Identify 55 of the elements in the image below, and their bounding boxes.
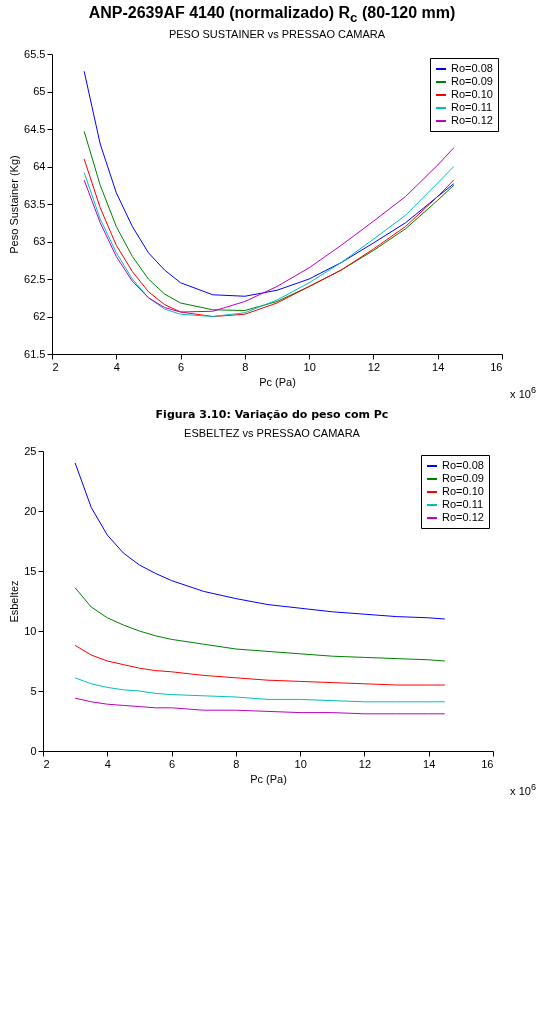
x-tick-label: 14 xyxy=(423,757,436,770)
line-series xyxy=(74,644,446,686)
y-tick-label: 5 xyxy=(30,684,37,697)
x-tick-label: 12 xyxy=(367,360,381,373)
y-tick-label: 15 xyxy=(24,564,37,577)
legend-label: Ro=0.11 xyxy=(442,497,484,510)
x-tick-label: 2 xyxy=(43,757,50,770)
y-tick-label: 65.5 xyxy=(24,47,46,60)
x-axis-title: Pc (Pa) xyxy=(259,375,296,388)
text: x 10$^{6}$ xyxy=(510,781,536,797)
x-tick-label: 8 xyxy=(233,757,240,770)
y-axis-title: Peso Sustainer (Kg) xyxy=(8,155,21,254)
x-tick-label: 10 xyxy=(294,757,307,770)
legend-label: Ro=0.09 xyxy=(442,471,484,484)
x-tick-label: 4 xyxy=(104,757,111,770)
y-axis-title: Esbeltez xyxy=(8,580,21,623)
x-tick-label: 6 xyxy=(178,360,185,373)
x-tick-label: 16 xyxy=(490,360,503,373)
x-tick-label: 6 xyxy=(169,757,176,770)
legend-label: Ro=0.08 xyxy=(451,62,493,75)
legend-label: Ro=0.10 xyxy=(451,88,493,101)
y-tick-label: 10 xyxy=(24,624,37,637)
chart-title: ANP-2639AF 4140 (normalizado) R$_{c}$ (80-120 mm) xyxy=(87,4,457,26)
x-tick-label: 12 xyxy=(358,757,372,770)
legend-label: Ro=0.11 xyxy=(451,101,493,114)
text: Figura 3.10: Variação do peso com Pc xyxy=(154,407,390,421)
text: x 10$^{6}$ xyxy=(510,385,536,400)
x-axis-title: Pc (Pa) xyxy=(250,772,287,785)
legend-label: Ro=0.09 xyxy=(451,75,493,88)
x-tick-label: 8 xyxy=(242,360,249,373)
x-tick-label: 14 xyxy=(432,360,445,373)
y-tick-label: 65 xyxy=(33,85,46,98)
y-tick-label: 64 xyxy=(33,160,46,173)
y-tick-label: 20 xyxy=(24,504,37,517)
chart-subtitle: PESO SUSTAINER vs PRESSAO CAMARA xyxy=(168,28,386,41)
y-tick-label: 25 xyxy=(24,444,37,457)
y-tick-label: 63.5 xyxy=(24,197,46,210)
y-tick-label: 63 xyxy=(33,235,46,248)
chart-title: ESBELTEZ vs PRESSAO CAMARA xyxy=(183,426,361,439)
y-tick-label: 64.5 xyxy=(24,122,46,135)
line-series xyxy=(74,587,446,662)
x-tick-label: 2 xyxy=(52,360,59,373)
x-tick-label: 4 xyxy=(113,360,120,373)
x-tick-label: 10 xyxy=(303,360,316,373)
legend-label: Ro=0.12 xyxy=(442,510,484,523)
legend-label: Ro=0.12 xyxy=(451,114,493,127)
legend-label: Ro=0.10 xyxy=(442,484,484,497)
y-tick-label: 62.5 xyxy=(24,272,46,285)
y-tick-label: 61.5 xyxy=(24,347,46,360)
y-tick-label: 62 xyxy=(33,310,46,323)
x-tick-label: 16 xyxy=(481,757,494,770)
line-series xyxy=(74,697,446,715)
line-series xyxy=(74,677,446,703)
legend-label: Ro=0.08 xyxy=(442,458,484,471)
y-tick-label: 0 xyxy=(30,744,37,757)
